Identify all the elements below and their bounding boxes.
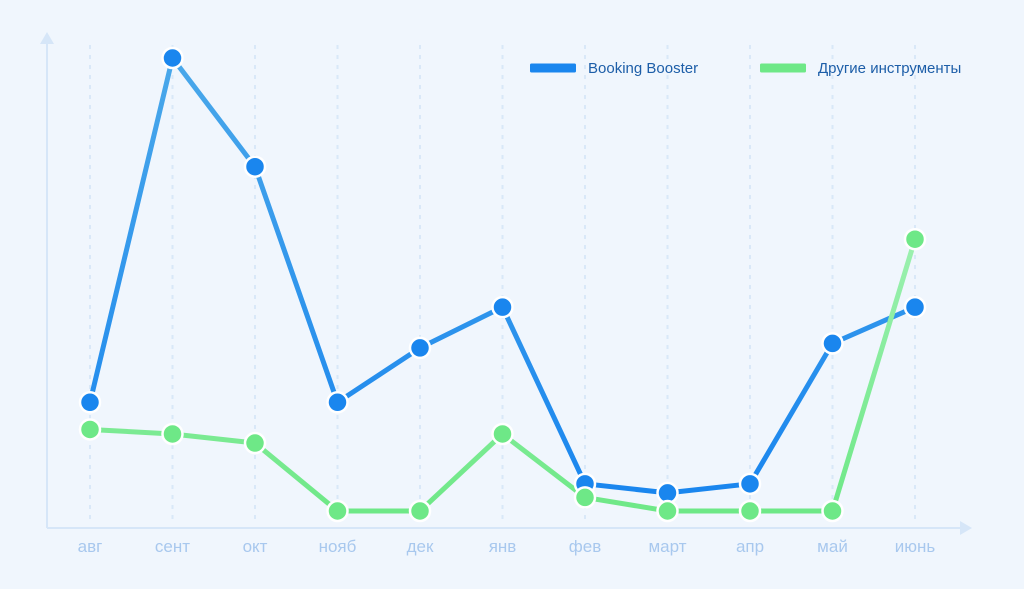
data-point-other-tools: [656, 499, 679, 523]
legend-label: Booking Booster: [588, 60, 698, 77]
legend-swatch: [760, 63, 806, 73]
x-tick-label: окт: [243, 537, 268, 556]
data-point-other-tools: [326, 499, 349, 523]
y-axis-arrow-icon: [40, 32, 54, 44]
x-axis-arrow-icon: [960, 521, 972, 535]
x-tick-label: июнь: [895, 537, 936, 556]
data-point-other-tools: [78, 418, 102, 441]
data-point-other-tools: [243, 431, 267, 455]
x-tick-label: дек: [407, 537, 434, 556]
legend: Booking Booster Другие инструменты: [530, 60, 961, 77]
data-point-booking-booster: [326, 391, 349, 414]
legend-swatch: [530, 63, 576, 73]
data-point-other-tools: [821, 499, 844, 523]
legend-label: Другие инструменты: [818, 60, 961, 77]
vertical-gridlines: [89, 45, 916, 522]
data-point-booking-booster: [491, 295, 514, 319]
x-tick-label: март: [648, 537, 686, 556]
x-tick-label: фев: [569, 537, 601, 556]
data-point-booking-booster: [243, 155, 267, 178]
x-tick-label: янв: [489, 537, 517, 556]
data-point-booking-booster: [408, 336, 432, 360]
data-point-other-tools: [408, 499, 432, 523]
data-point-other-tools: [903, 227, 927, 251]
series-points: [78, 46, 927, 523]
data-point-booking-booster: [903, 295, 927, 319]
x-tick-label: май: [817, 537, 848, 556]
data-point-other-tools: [738, 499, 762, 523]
x-tick-label: нояб: [319, 537, 357, 556]
data-point-booking-booster: [78, 391, 102, 414]
x-tick-label: сент: [155, 537, 190, 556]
x-tick-labels: авг сент окт нояб дек янв фев март апр май июнь: [78, 537, 936, 556]
data-point-booking-booster: [738, 472, 762, 496]
data-point-other-tools: [573, 486, 597, 509]
data-point-booking-booster: [821, 332, 844, 355]
x-tick-label: авг: [78, 537, 103, 556]
data-point-other-tools: [161, 422, 184, 446]
x-tick-label: апр: [736, 537, 764, 556]
axes: [40, 32, 972, 535]
data-point-booking-booster: [161, 46, 184, 70]
data-point-other-tools: [491, 422, 514, 446]
